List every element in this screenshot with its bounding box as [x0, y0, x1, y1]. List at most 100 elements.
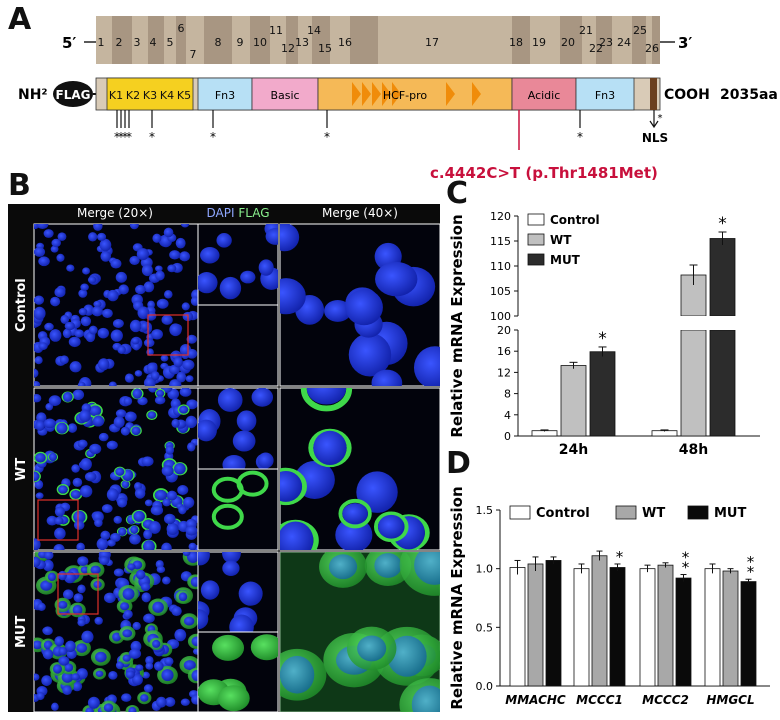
nucleus	[375, 261, 418, 297]
exon-label: 17	[425, 36, 439, 49]
nucleus	[240, 270, 256, 284]
nucleus	[141, 592, 151, 603]
nucleus	[71, 464, 80, 473]
hcf-repeat	[472, 82, 481, 106]
nucleus	[161, 542, 172, 550]
c-significance: *	[718, 214, 727, 234]
nucleus	[280, 521, 314, 550]
nucleus	[185, 415, 198, 429]
nucleus	[190, 296, 198, 306]
dapi-mut	[197, 551, 279, 633]
dapi-control	[197, 223, 279, 306]
nucleus	[187, 442, 196, 452]
nucleus	[54, 527, 66, 540]
nucleus	[103, 703, 114, 712]
merge40-mut	[279, 551, 440, 712]
header-flag: FLAG	[238, 206, 270, 220]
nucleus	[52, 664, 63, 674]
nucleus	[313, 430, 347, 466]
exon-label: 24	[617, 36, 631, 49]
nucleus	[71, 673, 80, 681]
c-ytick-label: 16	[497, 345, 511, 358]
nucleus	[150, 505, 164, 516]
nucleus	[150, 371, 160, 381]
basic-domain	[251, 77, 319, 111]
exon-label: 13	[295, 36, 309, 49]
nucleus	[232, 430, 256, 452]
c-bar	[589, 351, 616, 437]
nucleus	[162, 498, 171, 507]
nucleus	[88, 232, 98, 242]
nucleus	[36, 224, 49, 230]
nucleus	[186, 399, 198, 410]
exon-band	[512, 16, 530, 64]
nucleus	[72, 604, 83, 616]
nucleus	[222, 552, 241, 564]
nucleus	[152, 639, 161, 648]
panel-b-letter: B	[8, 168, 31, 203]
nucleus	[153, 661, 164, 671]
nucleus	[54, 287, 66, 298]
nucleus	[166, 522, 179, 535]
nucleus	[112, 319, 124, 328]
nucleus	[121, 480, 130, 489]
nucleus	[130, 525, 139, 535]
nucleus	[57, 232, 67, 241]
nucleus	[87, 276, 97, 284]
nucleus	[89, 443, 102, 455]
nucleus	[177, 485, 189, 496]
nucleus	[161, 314, 173, 325]
nucleus	[34, 479, 44, 490]
nucleus	[73, 593, 84, 603]
d-xtick-label: MCCC2	[642, 693, 689, 707]
nucleus	[178, 592, 188, 602]
c-ytick-label: 20	[497, 324, 511, 337]
c-significance: *	[598, 329, 607, 349]
nucleus	[135, 664, 144, 672]
kelch-label: K2	[126, 89, 140, 102]
c-xtick-label: 24h	[559, 442, 588, 458]
header-dapi: DAPI	[206, 206, 235, 220]
nucleus	[280, 278, 306, 315]
flag-tag-label: FLAG	[56, 88, 91, 102]
nucleus	[115, 409, 127, 418]
nucleus	[69, 361, 82, 373]
exon-label: 7	[190, 48, 197, 61]
nucleus	[131, 426, 141, 436]
c-bar-lower	[709, 329, 736, 437]
nucleus	[112, 632, 122, 642]
nucleus	[62, 328, 72, 339]
exon-band	[132, 16, 148, 64]
exon-band	[186, 16, 204, 64]
dapi-wt	[197, 387, 279, 470]
flag-ring	[172, 462, 188, 476]
d-ytick-label: 1.0	[476, 563, 494, 576]
nucleus	[50, 296, 61, 307]
exon-label: 5	[167, 36, 174, 49]
c-bar	[709, 238, 736, 317]
nucleus	[70, 490, 81, 499]
nucleus	[99, 238, 112, 252]
nucleus	[182, 359, 195, 371]
nucleus	[171, 418, 180, 428]
c-legend-swatch	[527, 233, 545, 246]
exon-label: 1	[98, 36, 105, 49]
nucleus	[43, 418, 56, 429]
d-significance: *	[747, 553, 755, 571]
nucleus	[180, 224, 190, 228]
nls-box	[650, 78, 657, 110]
header-merge-40x: Merge (40×)	[280, 204, 440, 222]
d-legend-swatch	[615, 505, 637, 520]
merge20-wt	[33, 387, 199, 551]
nucleus	[62, 589, 74, 600]
nucleus	[328, 554, 358, 580]
acidic-domain-label: Acidic	[528, 89, 561, 102]
nucleus	[89, 405, 102, 417]
nucleus	[167, 264, 177, 273]
d-ylabel: Relative mRNA Expression	[448, 486, 466, 709]
nucleus	[147, 411, 157, 419]
c-legend-label: WT	[550, 233, 572, 247]
exon-label: 22	[589, 42, 603, 55]
d-bar	[722, 570, 739, 687]
